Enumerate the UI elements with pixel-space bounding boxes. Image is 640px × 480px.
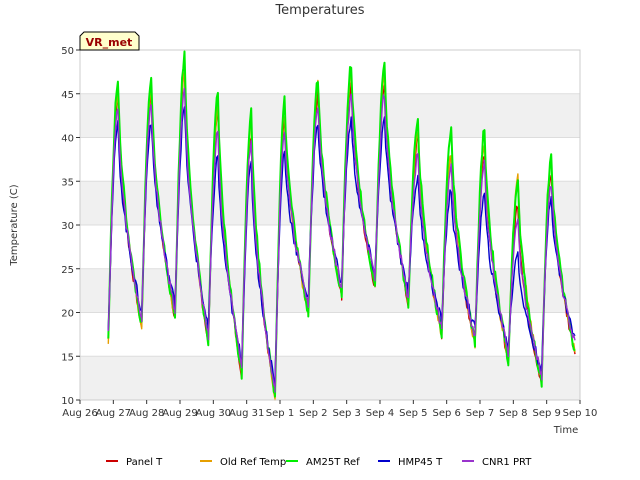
x-tick-label: Aug 30 [196, 408, 231, 419]
plot-band [80, 268, 580, 313]
series-line-cnr1 [107, 87, 576, 393]
y-tick-label: 40 [61, 134, 74, 145]
y-axis-label: Temperature (C) [9, 184, 20, 266]
series-lines [107, 50, 576, 401]
x-tick-label: Sep 3 [332, 408, 360, 419]
y-tick-label: 50 [61, 46, 74, 57]
legend-label-panel: Panel T [126, 457, 163, 468]
x-tick-label: Aug 28 [129, 408, 164, 419]
y-tick-label: 15 [61, 352, 74, 363]
y-tick-label: 25 [61, 265, 74, 276]
x-tick-label: Sep 8 [499, 408, 527, 419]
plot-band [80, 356, 580, 400]
y-tick-labels: 10 15 20 25 30 35 40 45 50 [61, 46, 80, 407]
x-tick-label: Sep 6 [432, 408, 460, 419]
y-tick-label: 10 [61, 396, 74, 407]
chart-title: Temperatures [274, 3, 364, 18]
x-tick-label: Aug 26 [62, 408, 97, 419]
y-tick-label: 30 [61, 221, 74, 232]
y-tick-label: 20 [61, 309, 74, 320]
legend-label-oldref: Old Ref Temp [220, 457, 286, 468]
x-tick-label: Sep 5 [399, 408, 427, 419]
plot-band [80, 93, 580, 138]
x-tick-label: Sep 4 [366, 408, 394, 419]
x-tick-label: Sep 9 [532, 408, 560, 419]
annotation-label: VR_met [86, 36, 133, 49]
x-tick-label: Sep 1 [266, 408, 294, 419]
plot-band [80, 181, 580, 225]
x-tick-label: Aug 31 [229, 408, 264, 419]
legend-label-hmp45: HMP45 T [398, 457, 443, 468]
legend-label-am25t: AM25T Ref [306, 457, 360, 468]
legend-label-cnr1: CNR1 PRT [482, 457, 532, 468]
x-tick-label: Aug 29 [162, 408, 197, 419]
legend: Panel T Old Ref Temp AM25T Ref HMP45 T CNR1 … [106, 457, 532, 468]
x-tick-label: Sep 10 [563, 408, 598, 419]
x-tick-label: Sep 2 [299, 408, 327, 419]
annotation-badge: VR_met [79, 31, 140, 51]
x-tick-label: Sep 7 [466, 408, 494, 419]
y-tick-label: 45 [61, 90, 74, 101]
series-line-am25t [107, 50, 576, 398]
x-axis-label: Time [553, 425, 578, 436]
x-tick-label: Aug 27 [96, 408, 131, 419]
y-tick-label: 35 [61, 177, 74, 188]
